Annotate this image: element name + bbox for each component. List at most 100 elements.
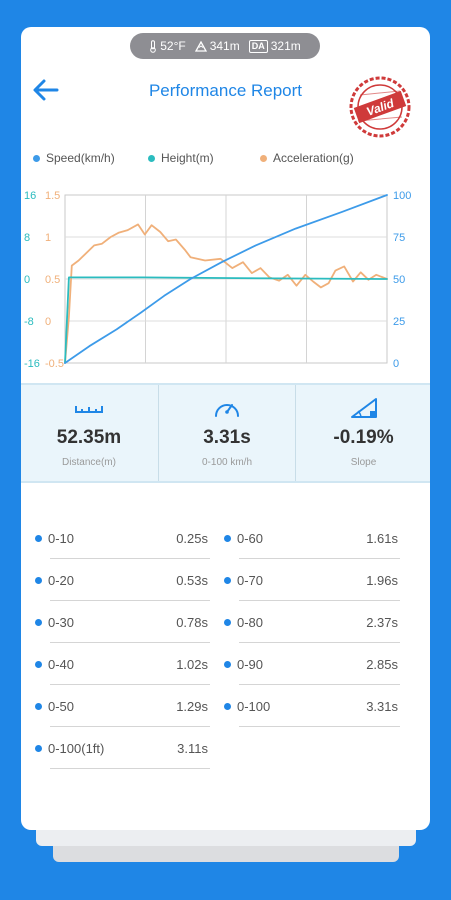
split-row: 0-40 1.02s — [35, 644, 210, 685]
legend-dot-speed — [33, 154, 40, 162]
split-label: 0-100(1ft) — [48, 741, 105, 756]
split-label: 0-30 — [48, 615, 75, 630]
split-label: 0-50 — [48, 699, 75, 714]
legend-label-speed: Speed(km/h) — [46, 151, 115, 165]
slope-icon — [351, 398, 377, 418]
split-label: 0-40 — [48, 657, 75, 672]
slope-value: -0.19% — [333, 427, 394, 448]
split-time: 2.85s — [366, 657, 398, 672]
split-row: 0-30 0.78s — [35, 602, 210, 643]
split-divider — [239, 558, 400, 559]
speedometer-icon — [215, 404, 239, 417]
distance-stat: 52.35m Distance(m) — [21, 385, 157, 481]
split-time: 1.29s — [176, 699, 208, 714]
height-axis-tick-label: -16 — [24, 358, 40, 370]
card-shadow-back — [53, 842, 399, 862]
split-row: 0-80 2.37s — [224, 602, 400, 643]
mountain-icon — [194, 40, 207, 52]
split-bullet — [35, 661, 42, 668]
back-arrow-icon[interactable] — [31, 77, 61, 103]
legend-dot-height — [148, 154, 155, 162]
altitude-status: 341m — [194, 39, 240, 53]
distance-value: 52.35m — [56, 427, 122, 448]
height-axis-tick-label: 16 — [24, 190, 36, 202]
legend-dot-acceleration — [260, 154, 267, 162]
split-label: 0-60 — [237, 531, 264, 546]
environment-status-pill: 52°F 341m DA 321m — [130, 33, 320, 59]
split-time: 3.31s — [366, 699, 398, 714]
legend-item-acceleration: Acceleration(g) — [260, 151, 354, 165]
summary-stats: 52.35m Distance(m) 3.31s 0-100 km/h -0.1… — [21, 383, 430, 483]
series-line-acceleration — [64, 223, 388, 364]
speed-axis-tick-label: 0 — [393, 358, 399, 370]
ruler-icon — [75, 406, 103, 413]
thermometer-icon — [150, 39, 157, 53]
split-divider — [239, 600, 400, 601]
speed-axis-tick-label: 75 — [393, 232, 405, 244]
legend-item-height: Height(m) — [148, 151, 214, 165]
split-bullet — [224, 703, 231, 710]
acceleration-axis-tick-label: 1.5 — [45, 190, 60, 202]
series-line-speed — [64, 194, 388, 364]
split-bullet — [224, 577, 231, 584]
split-divider — [239, 726, 400, 727]
split-time: 1.96s — [366, 573, 398, 588]
density-altitude-badge: DA — [248, 39, 268, 53]
acceleration-axis-tick-label: -0.5 — [45, 358, 64, 370]
split-label: 0-10 — [48, 531, 75, 546]
split-row: 0-10 0.25s — [35, 518, 210, 559]
split-row: 0-70 1.96s — [224, 560, 400, 601]
split-bullet — [224, 661, 231, 668]
density-altitude-status: DA 321m — [248, 39, 301, 53]
valid-stamp-icon: Valid — [349, 76, 411, 138]
split-bullet — [224, 535, 231, 542]
split-label: 0-100 — [237, 699, 271, 714]
split-bullet — [35, 535, 42, 542]
report-card: 52°F 341m DA 321m Performance Report Val… — [21, 27, 430, 830]
split-divider — [239, 684, 400, 685]
split-label: 0-20 — [48, 573, 75, 588]
split-row: 0-100(1ft) 3.11s — [35, 728, 210, 769]
acceleration-time-value: 3.31s — [203, 427, 251, 448]
split-divider — [50, 558, 210, 559]
slope-label: Slope — [350, 457, 377, 468]
legend-item-speed: Speed(km/h) — [33, 151, 115, 165]
performance-chart: 16 8 0 -8 -16 1.5 1 0.5 0 -0.5 100 75 50 25 0 — [24, 190, 411, 370]
split-bullet — [224, 619, 231, 626]
split-time: 1.61s — [366, 531, 398, 546]
split-label: 0-90 — [237, 657, 264, 672]
split-divider — [239, 642, 400, 643]
split-label: 0-70 — [237, 573, 264, 588]
split-divider — [50, 768, 210, 769]
height-axis-tick-label: -8 — [24, 316, 34, 328]
split-divider — [50, 642, 210, 643]
card-shadow-front — [36, 826, 416, 846]
split-time: 0.53s — [176, 573, 208, 588]
speed-axis-tick-label: 50 — [393, 274, 405, 286]
distance-label: Distance(m) — [62, 457, 116, 468]
split-label: 0-80 — [237, 615, 264, 630]
split-time: 3.11s — [177, 741, 208, 756]
acceleration-time-stat: 3.31s 0-100 km/h — [158, 385, 295, 481]
page-title: Performance Report — [148, 81, 303, 100]
legend-label-acceleration: Acceleration(g) — [273, 151, 354, 165]
speed-axis-tick-label: 100 — [393, 190, 411, 202]
stamp-text: Valid — [365, 96, 397, 119]
acceleration-time-label: 0-100 km/h — [201, 457, 253, 468]
legend-label-height: Height(m) — [161, 151, 214, 165]
split-bullet — [35, 745, 42, 752]
temperature-value: 52°F — [160, 39, 186, 53]
acceleration-axis-tick-label: 0 — [45, 316, 51, 328]
slope-stat: -0.19% Slope — [295, 385, 430, 481]
split-time: 0.25s — [176, 531, 208, 546]
split-row: 0-60 1.61s — [224, 518, 400, 559]
split-row: 0-90 2.85s — [224, 644, 400, 685]
height-axis-tick-label: 0 — [24, 274, 30, 286]
split-row: 0-20 0.53s — [35, 560, 210, 601]
split-time: 1.02s — [176, 657, 208, 672]
acceleration-axis-tick-label: 0.5 — [45, 274, 60, 286]
split-row: 0-100 3.31s — [224, 686, 400, 727]
split-divider — [50, 600, 210, 601]
density-altitude-value: 321m — [270, 39, 301, 53]
speed-axis-tick-label: 25 — [393, 316, 405, 328]
